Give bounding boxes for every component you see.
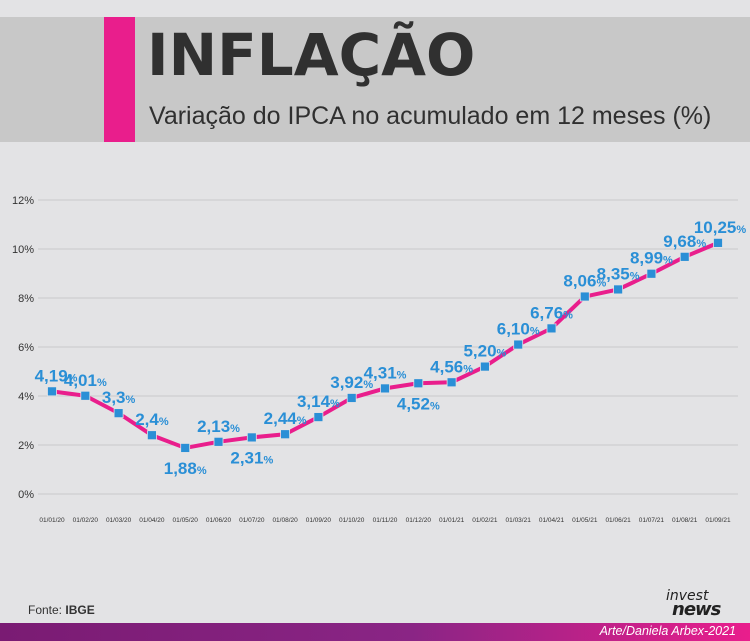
x-tick-label: 01/06/21: [605, 517, 631, 524]
x-tick-label: 01/05/21: [572, 517, 598, 524]
data-label: 6,10%: [497, 320, 540, 339]
y-tick-label: 4%: [18, 391, 34, 403]
data-label: 8,99%: [630, 249, 673, 268]
art-credit: Arte/Daniela Arbex-2021: [599, 624, 736, 638]
y-tick-label: 8%: [18, 293, 34, 305]
data-label: 4,52%: [397, 394, 440, 413]
data-point: [679, 251, 690, 262]
data-point: [546, 323, 557, 334]
data-label: 8,06%: [563, 272, 606, 291]
x-tick-label: 01/01/20: [39, 517, 65, 524]
x-tick-label: 01/04/20: [139, 517, 165, 524]
data-label: 2,31%: [230, 448, 273, 467]
data-point: [413, 378, 424, 389]
x-tick-label: 01/10/20: [339, 517, 365, 524]
data-point: [646, 268, 657, 279]
page-title: INFLAÇÃO: [147, 21, 476, 89]
data-label: 3,3%: [102, 388, 136, 407]
data-label: 2,4%: [135, 410, 169, 429]
footer-bar: Arte/Daniela Arbex-2021: [0, 623, 750, 641]
source-label: Fonte:: [28, 603, 63, 617]
data-label: 8,35%: [597, 264, 640, 283]
data-point: [713, 237, 723, 248]
data-point: [113, 408, 124, 419]
data-point: [446, 377, 457, 388]
data-point: [579, 291, 590, 302]
x-tick-label: 01/03/21: [506, 517, 532, 524]
x-tick-label: 01/07/20: [239, 517, 265, 524]
x-tick-label: 01/05/20: [173, 517, 199, 524]
data-label: 4,31%: [364, 363, 407, 382]
data-label: 1,88%: [164, 459, 207, 478]
data-point: [80, 390, 91, 401]
data-point: [613, 284, 623, 295]
data-point: [313, 412, 324, 422]
x-tick-label: 01/11/20: [373, 517, 398, 524]
x-tick-label: 01/01/21: [439, 517, 465, 524]
data-point: [246, 432, 257, 443]
data-point: [346, 393, 357, 403]
y-tick-label: 10%: [12, 244, 34, 256]
y-tick-label: 12%: [12, 195, 34, 207]
x-tick-label: 01/03/20: [106, 517, 132, 524]
y-tick-label: 2%: [18, 440, 34, 452]
x-tick-label: 01/06/20: [206, 517, 232, 524]
x-tick-label: 01/08/20: [272, 517, 298, 524]
x-tick-label: 01/12/20: [406, 517, 432, 524]
logo-line2: news: [672, 599, 721, 620]
data-label: 4,01%: [64, 371, 107, 390]
data-label: 4,56%: [430, 357, 473, 376]
investnews-logo: invest news: [666, 588, 738, 620]
x-tick-label: 01/07/21: [639, 517, 665, 524]
data-label: 6,76%: [530, 303, 573, 322]
data-point: [280, 429, 291, 440]
data-label: 3,92%: [330, 373, 373, 392]
source-name: IBGE: [65, 603, 95, 617]
data-point: [380, 383, 390, 394]
x-tick-label: 01/02/20: [73, 517, 99, 524]
source-note: Fonte: IBGE: [28, 603, 95, 617]
y-tick-label: 0%: [18, 489, 34, 501]
accent-bar: [104, 17, 135, 142]
x-tick-label: 01/02/21: [472, 517, 498, 524]
data-point: [47, 386, 57, 397]
data-point: [146, 430, 157, 441]
data-label: 5,20%: [463, 342, 506, 361]
page-subtitle: Variação do IPCA no acumulado em 12 mese…: [149, 102, 712, 130]
data-label: 2,44%: [264, 409, 307, 428]
x-tick-label: 01/09/21: [705, 517, 731, 524]
y-tick-label: 6%: [18, 342, 34, 354]
data-label: 3,14%: [297, 392, 340, 411]
x-tick-label: 01/09/20: [306, 517, 332, 524]
x-tick-label: 01/04/21: [539, 517, 565, 524]
data-label: 4,19%: [35, 366, 78, 385]
data-point: [180, 443, 191, 453]
logo-line1: invest: [666, 588, 709, 604]
x-tick-label: 01/08/21: [672, 517, 698, 524]
data-point: [513, 339, 524, 350]
data-label: 10,25%: [694, 218, 747, 237]
data-point: [479, 361, 490, 372]
data-label: 9,68%: [663, 232, 706, 251]
data-label: 2,13%: [197, 417, 240, 436]
data-point: [213, 436, 224, 447]
